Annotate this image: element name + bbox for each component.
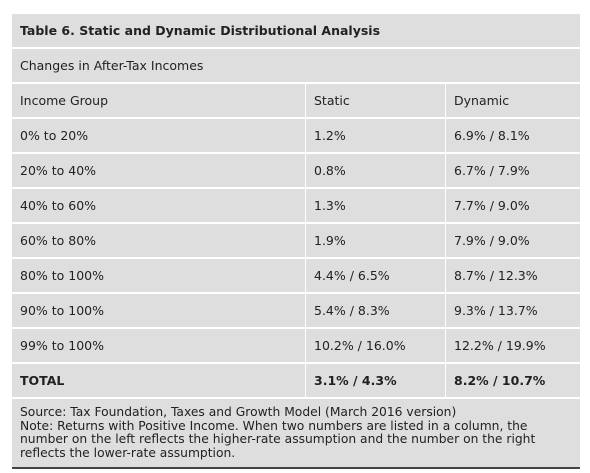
- cell: Dynamic: [445, 84, 580, 117]
- subtitle-row: Changes in After-Tax Incomes: [12, 49, 580, 84]
- cell: 7.9% / 9.0%: [445, 224, 580, 257]
- cell: 1.3%: [305, 189, 445, 222]
- table-title: Table 6. Static and Dynamic Distribution…: [20, 23, 381, 38]
- cell: 0.8%: [305, 154, 445, 187]
- cell: 12.2% / 19.9%: [445, 329, 580, 362]
- cell: 8.2% / 10.7%: [445, 364, 580, 397]
- total-row: TOTAL 3.1% / 4.3% 8.2% / 10.7%: [12, 364, 580, 399]
- data-row: 99% to 100% 10.2% / 16.0% 12.2% / 19.9%: [12, 329, 580, 364]
- cell: 80% to 100%: [20, 268, 105, 283]
- table-body: Income Group Static Dynamic 0% to 20% 1.2% 6.…: [12, 84, 580, 399]
- cell: Static: [305, 84, 445, 117]
- source: Source: Tax Foundation, Taxes and Growth…: [20, 405, 457, 419]
- title-row: Table 6. Static and Dynamic Distribution…: [12, 14, 580, 49]
- cell: 6.9% / 8.1%: [445, 119, 580, 152]
- note: Note: Returns with Positive Income. When…: [20, 418, 536, 460]
- data-row: 0% to 20% 1.2% 6.9% / 8.1%: [12, 119, 580, 154]
- cell: 7.7% / 9.0%: [445, 189, 580, 222]
- cell: 90% to 100%: [20, 303, 105, 318]
- cell: 9.3% / 13.7%: [445, 294, 580, 327]
- cell: 5.4% / 8.3%: [305, 294, 445, 327]
- footer: Source: Tax Foundation, Taxes and Growth…: [12, 399, 580, 467]
- cell: 99% to 100%: [20, 338, 105, 353]
- cell: 10.2% / 16.0%: [305, 329, 445, 362]
- cell: 1.9%: [305, 224, 445, 257]
- header-row: Income Group Static Dynamic: [12, 84, 580, 119]
- data-row: 60% to 80% 1.9% 7.9% / 9.0%: [12, 224, 580, 259]
- cell: Income Group: [20, 93, 109, 108]
- data-row: 80% to 100% 4.4% / 6.5% 8.7% / 12.3%: [12, 259, 580, 294]
- cell: 3.1% / 4.3%: [305, 364, 445, 397]
- cell: 20% to 40%: [20, 163, 97, 178]
- cell: 40% to 60%: [20, 198, 97, 213]
- data-row: 90% to 100% 5.4% / 8.3% 9.3% / 13.7%: [12, 294, 580, 329]
- cell: 8.7% / 12.3%: [445, 259, 580, 292]
- table-subtitle: Changes in After-Tax Incomes: [20, 58, 204, 73]
- data-row: 40% to 60% 1.3% 7.7% / 9.0%: [12, 189, 580, 224]
- table: Table 6. Static and Dynamic Distribution…: [12, 14, 580, 469]
- cell: 6.7% / 7.9%: [445, 154, 580, 187]
- cell: 0% to 20%: [20, 128, 89, 143]
- cell: 1.2%: [305, 119, 445, 152]
- cell: 60% to 80%: [20, 233, 97, 248]
- cell: TOTAL: [20, 373, 65, 388]
- cell: 4.4% / 6.5%: [305, 259, 445, 292]
- data-row: 20% to 40% 0.8% 6.7% / 7.9%: [12, 154, 580, 189]
